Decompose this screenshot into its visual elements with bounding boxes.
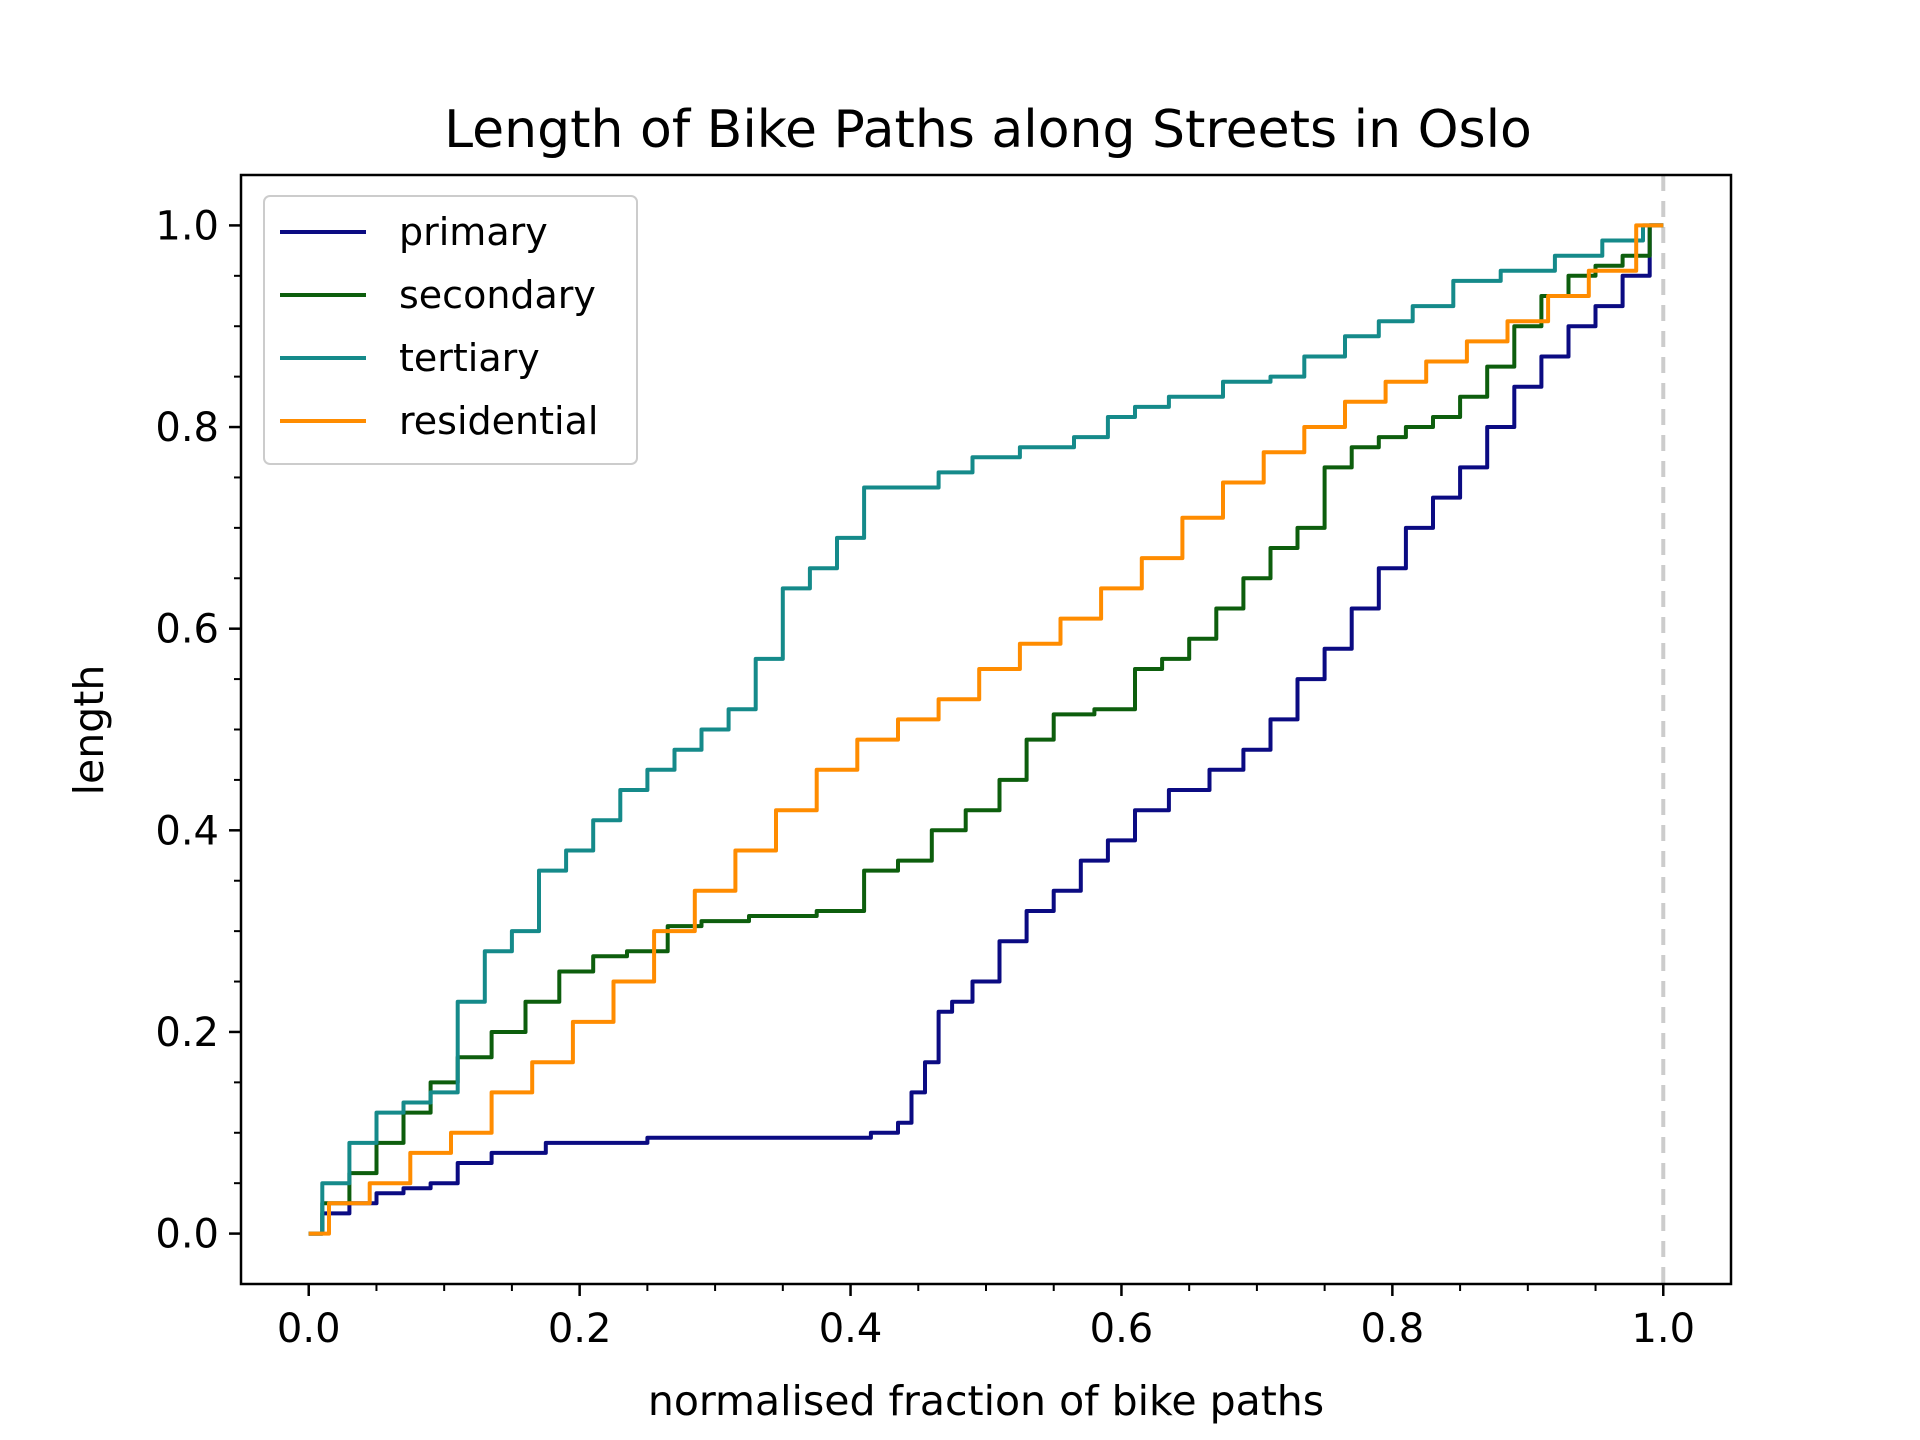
chart-title: Length of Bike Paths along Streets in Os…: [444, 100, 1532, 160]
y-tick-label: 0.6: [155, 607, 219, 653]
legend: primary secondary tertiary residential: [263, 195, 638, 465]
x-tick-label: 0.0: [277, 1306, 341, 1352]
plot-area: [308, 175, 1666, 1284]
y-axis-label: length: [65, 665, 113, 796]
legend-label-secondary: secondary: [399, 273, 596, 317]
x-axis: 0.0 0.2 0.4 0.6 0.8 1.0: [277, 1284, 1695, 1352]
x-axis-label: normalised fraction of bike paths: [648, 1377, 1324, 1425]
y-tick-label: 1.0: [155, 203, 219, 249]
x-tick-label: 0.6: [1090, 1306, 1154, 1352]
series-line-secondary: [308, 223, 1664, 1236]
y-axis: 0.0 0.2 0.4 0.6 0.8 1.0: [155, 203, 241, 1258]
x-tick-label: 0.8: [1361, 1306, 1425, 1352]
y-tick-label: 0.2: [155, 1010, 219, 1056]
x-tick-label: 1.0: [1631, 1306, 1695, 1352]
series-line-tertiary: [308, 223, 1664, 1236]
x-tick-label: 0.2: [548, 1306, 612, 1352]
series-line-primary: [308, 223, 1664, 1236]
x-tick-label: 0.4: [819, 1306, 883, 1352]
legend-label-tertiary: tertiary: [399, 336, 540, 380]
y-tick-label: 0.8: [155, 405, 219, 451]
y-tick-label: 0.0: [155, 1212, 219, 1258]
series-line-residential: [308, 223, 1664, 1236]
legend-label-residential: residential: [399, 399, 598, 443]
legend-box: [263, 195, 638, 465]
legend-label-primary: primary: [399, 210, 548, 254]
y-tick-label: 0.4: [155, 808, 219, 854]
